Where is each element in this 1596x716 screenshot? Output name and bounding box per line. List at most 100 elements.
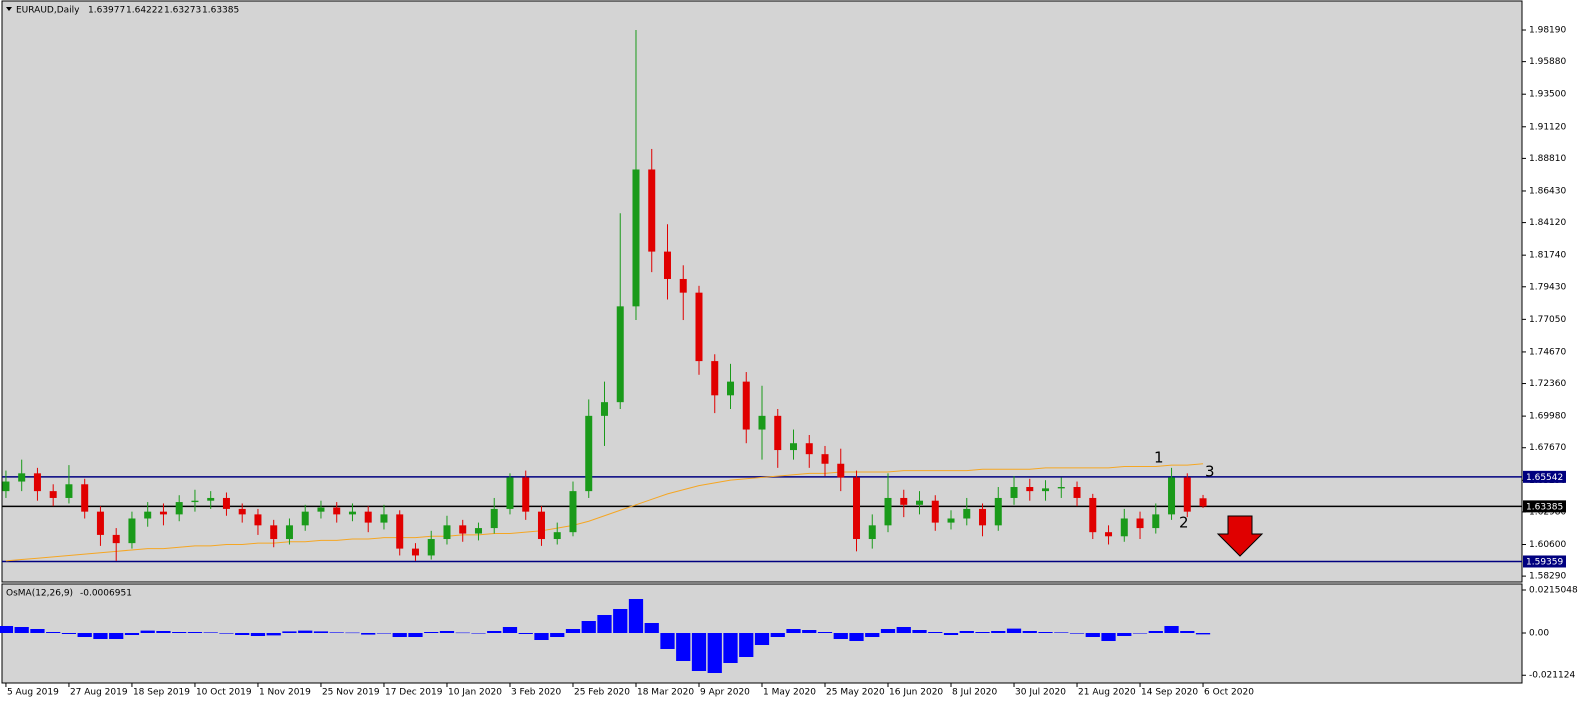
y-tick-label: 1.62980: [1529, 507, 1566, 517]
osma-bar: [865, 633, 880, 637]
x-tick-label: 21 Aug 2020: [1078, 688, 1136, 698]
level-label: 1.63385: [1526, 502, 1563, 512]
osma-bar: [266, 633, 281, 636]
candle-body: [427, 539, 435, 556]
x-tick-label: 25 Nov 2019: [322, 688, 380, 698]
osma-bar: [1117, 633, 1132, 636]
x-tick-label: 16 Jun 2020: [889, 688, 943, 698]
candle-body: [144, 511, 152, 519]
candle-body: [506, 477, 514, 509]
x-tick-label: 10 Jan 2020: [448, 688, 502, 698]
osma-bar: [691, 633, 707, 671]
candle-body: [1026, 487, 1034, 492]
y-tick-label: 1.98190: [1529, 26, 1566, 36]
osma-bar: [833, 633, 848, 639]
candle-body: [616, 306, 624, 403]
y-tick-label: 1.74670: [1529, 347, 1566, 357]
y2-tick-label: -0.021124: [1529, 671, 1575, 681]
candle-body: [947, 518, 955, 523]
osma-bar: [928, 632, 943, 633]
y-tick-label: 1.60600: [1529, 540, 1566, 550]
osma-bar: [880, 629, 896, 633]
header-price: 1.63273: [164, 6, 201, 16]
candle-body: [916, 500, 924, 505]
indicator-label: OsMA(12,26,9): [6, 589, 73, 599]
y2-tick-label: 0.00: [1529, 629, 1549, 639]
x-tick-label: 17 Dec 2019: [385, 688, 443, 698]
osma-bar: [754, 633, 770, 645]
candle-body: [1199, 498, 1207, 507]
osma-bar: [959, 631, 974, 633]
osma-bar: [849, 633, 864, 641]
osma-bar: [1022, 631, 1037, 633]
candle-body: [1089, 497, 1097, 533]
symbol-label: EURAUD,Daily: [16, 6, 80, 16]
osma-bar: [991, 631, 1006, 633]
osma-bar: [361, 633, 376, 635]
x-tick-label: 14 Sep 2020: [1141, 688, 1198, 698]
osma-bar: [896, 627, 911, 633]
candle-body: [963, 508, 971, 519]
candle-body: [222, 497, 230, 509]
candle-body: [1073, 487, 1081, 498]
candle-body: [884, 497, 892, 526]
level-label-box: [1523, 470, 1566, 483]
level-label-box: [1523, 555, 1566, 568]
candle-body: [585, 415, 593, 492]
candle-body: [159, 511, 167, 515]
candle-body: [1010, 487, 1018, 498]
osma-bar: [235, 633, 250, 635]
candle-body: [128, 518, 136, 544]
osma-bar: [1054, 632, 1069, 633]
candle-body: [994, 497, 1002, 526]
candle-body: [1105, 532, 1113, 537]
x-tick-label: 8 Jul 2020: [952, 688, 997, 698]
osma-bar: [313, 631, 329, 633]
osma-bar: [250, 633, 266, 636]
candle-body: [900, 497, 908, 505]
osma-bar: [817, 632, 833, 633]
candle-body: [112, 534, 120, 544]
candle-body: [774, 415, 782, 451]
y-tick-label: 1.91120: [1529, 122, 1566, 132]
plot-layer: [0, 30, 1522, 673]
osma-bar: [408, 633, 423, 637]
header-price: 1.63977: [88, 6, 125, 16]
osma-bar: [203, 632, 218, 633]
y-tick-label: 1.58290: [1529, 572, 1566, 582]
candle-body: [663, 251, 671, 279]
candle-body: [1042, 488, 1050, 492]
candle-body: [207, 497, 215, 501]
osma-bar: [802, 630, 817, 633]
candle-body: [600, 402, 608, 416]
candle-body: [742, 381, 750, 430]
y-tick-label: 1.93500: [1529, 90, 1566, 100]
candle-body: [333, 507, 341, 515]
osma-bar: [30, 629, 45, 633]
osma-bar: [14, 627, 29, 633]
osma-bar: [943, 633, 959, 635]
y-tick-label: 1.81740: [1529, 251, 1566, 261]
osma-bar: [534, 633, 549, 640]
price-pane: [1, 0, 1523, 583]
candle-body: [96, 511, 104, 535]
osma-bar: [392, 633, 407, 637]
candle-body: [301, 511, 309, 526]
candle-body: [459, 525, 467, 534]
osma-bar: [581, 621, 596, 633]
osma-bar: [1180, 631, 1195, 633]
osma-bar: [786, 629, 801, 633]
x-tick-label: 25 Feb 2020: [574, 688, 630, 698]
candle-body: [443, 525, 451, 540]
candle-body: [1152, 514, 1160, 529]
y-tick-label: 1.86430: [1529, 186, 1566, 196]
candle-body: [1168, 477, 1176, 515]
x-tick-label: 10 Oct 2019: [196, 688, 252, 698]
osma-bar: [1038, 632, 1053, 633]
osma-bar: [1132, 633, 1148, 634]
level-label-box: [1523, 500, 1566, 513]
osma-bar: [0, 626, 14, 633]
osma-bar: [739, 633, 754, 657]
osma-bar: [46, 632, 61, 633]
